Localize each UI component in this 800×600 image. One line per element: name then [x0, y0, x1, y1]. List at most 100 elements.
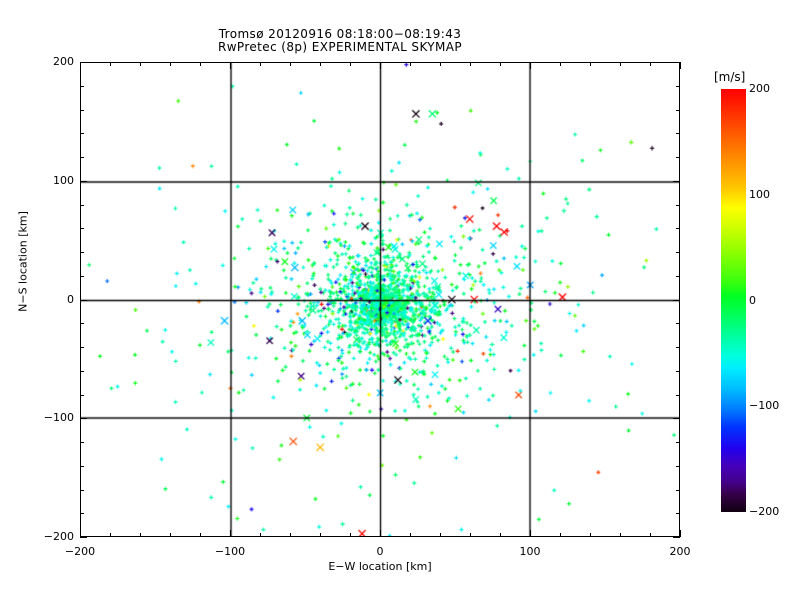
- y-minor-tick-right: [676, 394, 680, 396]
- y-minor-tick-right: [676, 513, 680, 515]
- colorbar-tick-label: −100: [749, 399, 780, 413]
- x-minor-tick: [350, 533, 351, 537]
- y-minor-tick-right: [676, 489, 680, 491]
- y-minor-tick-right: [676, 323, 680, 325]
- y-minor-tick-right: [676, 157, 680, 158]
- x-minor-tick: [290, 533, 291, 537]
- x-minor-tick: [590, 533, 591, 537]
- y-minor-tick: [80, 157, 84, 158]
- x-minor-tick-top: [410, 62, 411, 66]
- y-major-tick-right: [673, 537, 680, 538]
- x-minor-tick-top: [170, 62, 171, 66]
- x-major-tick-top: [680, 62, 681, 69]
- y-minor-tick-right: [676, 370, 680, 372]
- y-minor-tick-right: [676, 133, 680, 135]
- x-minor-tick-top: [350, 62, 351, 66]
- y-major-tick-right: [673, 62, 680, 63]
- x-minor-tick: [620, 533, 621, 537]
- x-tick-label: 0: [376, 545, 384, 558]
- y-minor-tick: [80, 347, 84, 348]
- x-minor-tick: [440, 533, 441, 537]
- y-tick-label: 200: [53, 55, 74, 68]
- y-minor-tick-right: [676, 85, 680, 87]
- x-minor-tick: [500, 533, 501, 537]
- y-minor-tick-right: [676, 465, 680, 467]
- y-minor-tick: [80, 513, 84, 515]
- chart-title-block: Tromsø 20120916 08:18:00−08:19:43 RwPret…: [0, 28, 680, 54]
- y-major-tick-right: [673, 418, 680, 420]
- y-tick-label: −100: [43, 411, 74, 425]
- x-minor-tick: [650, 533, 651, 537]
- y-minor-tick: [80, 133, 84, 135]
- y-minor-tick: [80, 275, 84, 277]
- x-minor-tick-top: [110, 62, 111, 66]
- x-minor-tick-top: [500, 62, 501, 66]
- x-minor-tick-top: [470, 62, 471, 66]
- x-minor-tick-top: [320, 62, 321, 66]
- x-major-tick-top: [530, 62, 531, 69]
- y-axis-title: N−S location [km]: [16, 211, 30, 312]
- y-major-tick: [80, 299, 87, 301]
- x-major-tick-top: [230, 62, 231, 69]
- y-tick-label: 100: [53, 173, 74, 187]
- colorbar-gradient: [721, 89, 746, 512]
- x-major-tick-top: [80, 62, 81, 69]
- x-minor-tick: [410, 533, 411, 537]
- x-minor-tick: [320, 533, 321, 537]
- y-minor-tick: [80, 442, 84, 443]
- x-minor-tick: [110, 533, 111, 537]
- y-minor-tick-right: [676, 347, 680, 348]
- x-tick-label: −100: [214, 545, 246, 558]
- x-minor-tick-top: [200, 62, 201, 66]
- x-minor-tick: [260, 533, 261, 537]
- colorbar-tick-label: −200: [749, 505, 780, 518]
- y-minor-tick: [80, 109, 84, 111]
- y-major-tick: [80, 62, 87, 63]
- x-major-tick: [380, 530, 381, 537]
- y-minor-tick: [80, 370, 84, 372]
- x-minor-tick-top: [290, 62, 291, 66]
- scatter-plot-area: [80, 62, 680, 537]
- y-tick-label: 0: [67, 292, 74, 306]
- x-minor-tick-top: [440, 62, 441, 66]
- chart-title-line-1: Tromsø 20120916 08:18:00−08:19:43: [218, 27, 462, 41]
- y-minor-tick-right: [676, 252, 680, 253]
- x-axis-title: E−W location [km]: [328, 560, 432, 573]
- y-minor-tick: [80, 228, 84, 230]
- y-minor-tick: [80, 323, 84, 325]
- colorbar-tick-label: 100: [749, 187, 770, 201]
- y-major-tick: [80, 180, 87, 182]
- colorbar-tick-label: 200: [749, 82, 770, 95]
- x-major-tick: [230, 530, 231, 537]
- x-minor-tick: [170, 533, 171, 537]
- x-tick-label: 100: [519, 545, 541, 558]
- y-minor-tick-right: [676, 204, 680, 206]
- y-major-tick: [80, 537, 87, 538]
- y-minor-tick-right: [676, 109, 680, 111]
- colorbar: [721, 89, 746, 512]
- chart-title-line-2: RwPretec (8p) EXPERIMENTAL SKYMAP: [217, 40, 463, 54]
- y-minor-tick: [80, 85, 84, 87]
- y-minor-tick-right: [676, 275, 680, 277]
- x-minor-tick-top: [140, 62, 141, 66]
- x-major-tick: [530, 530, 531, 537]
- y-minor-tick-right: [676, 228, 680, 230]
- y-minor-tick: [80, 204, 84, 206]
- y-minor-tick: [80, 489, 84, 491]
- x-tick-label: −200: [64, 545, 96, 558]
- x-major-tick: [680, 530, 681, 537]
- colorbar-tick-label: 0: [749, 293, 756, 307]
- x-minor-tick-top: [590, 62, 591, 66]
- x-minor-tick-top: [650, 62, 651, 66]
- x-major-tick-top: [380, 62, 381, 69]
- x-minor-tick-top: [260, 62, 261, 66]
- scatter-points-canvas: [81, 63, 679, 536]
- y-tick-label: −200: [43, 530, 74, 543]
- y-minor-tick: [80, 252, 84, 253]
- x-tick-label: 200: [669, 545, 691, 558]
- x-minor-tick: [200, 533, 201, 537]
- x-minor-tick-top: [620, 62, 621, 66]
- colorbar-unit-label: [m/s]: [714, 70, 746, 84]
- x-minor-tick-top: [560, 62, 561, 66]
- y-major-tick: [80, 418, 87, 420]
